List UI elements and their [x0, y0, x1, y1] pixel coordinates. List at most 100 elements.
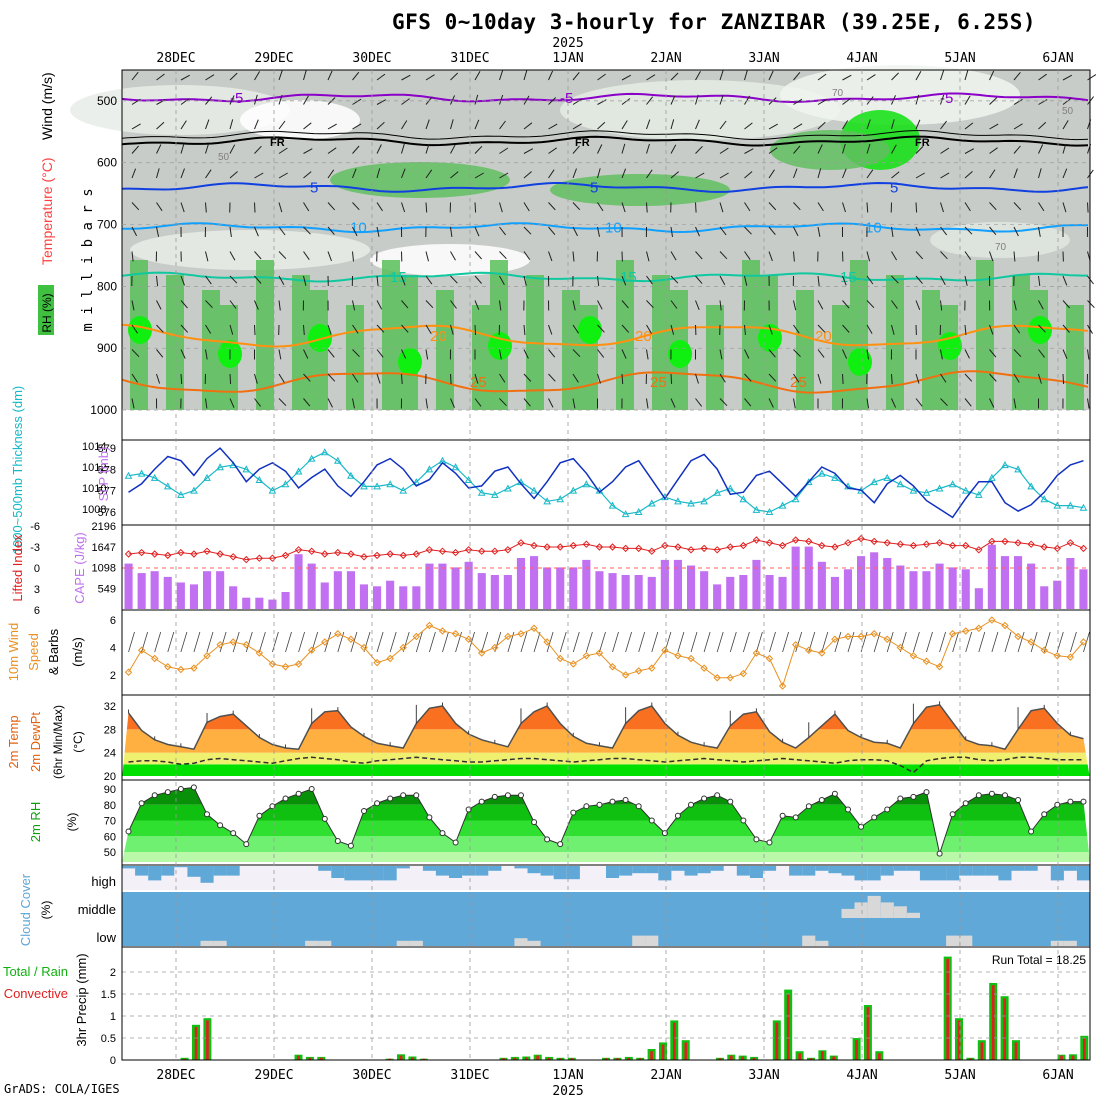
wind-barb-1-10 — [376, 99, 387, 105]
wind-barb-10-20 — [621, 324, 630, 333]
wind-barb-8-2 — [180, 275, 185, 286]
rh-point-21 — [400, 792, 407, 799]
surface-wind-barb-2 — [154, 631, 162, 653]
wind-barb-10-0 — [131, 324, 139, 334]
thickness-point-52 — [804, 478, 813, 486]
low-cloud-bar-21 — [396, 940, 410, 946]
wind-barb-10-25 — [744, 324, 746, 336]
wind-barb-3-37 — [1038, 144, 1044, 154]
wind-barb-13-27 — [793, 398, 796, 409]
wind-barb-1-30 — [866, 96, 874, 105]
wind-barb-9-19 — [597, 300, 603, 310]
cape-bar-38 — [621, 575, 630, 609]
wind-barb-2-31 — [891, 119, 895, 130]
wind-barb-2-22 — [670, 119, 675, 130]
wind-barb-10-31 — [891, 324, 895, 335]
surface-wind-barb-44 — [703, 631, 711, 653]
precip-convective-bar-64 — [855, 1040, 858, 1060]
precip-tick-2: 2 — [110, 967, 116, 979]
wind-barb-7-30 — [866, 251, 871, 262]
wind-speed-point-4 — [177, 665, 185, 674]
precip-legend-convective: Convective — [4, 986, 68, 1001]
wind-barb-13-7 — [303, 398, 311, 407]
wind-barb-10-9 — [352, 324, 359, 334]
lifted-index-point-44 — [700, 544, 708, 553]
rh-band-0 — [122, 852, 1090, 862]
rh-band-4 — [122, 787, 1090, 805]
wind-barb-3-36 — [1013, 145, 1021, 154]
cape-bar-53 — [817, 561, 826, 609]
wind-barb-3-22 — [670, 144, 677, 154]
lifted-index-point-6 — [203, 547, 211, 555]
surface-wind-barb-40 — [651, 631, 659, 653]
wind-barb-1-15 — [499, 94, 504, 105]
temp-contour-15 — [121, 271, 1088, 283]
rh-point-65 — [975, 792, 982, 799]
wind-barb-9-11 — [401, 300, 409, 309]
wind-barb-8-4 — [229, 275, 238, 284]
rh-point-71 — [1054, 801, 1061, 808]
wind-barb-0-32 — [915, 71, 922, 81]
wind-barb-8-31 — [891, 275, 899, 284]
wind-barb-4-4 — [229, 171, 238, 179]
rh-point-61 — [923, 789, 930, 796]
rh-point-7 — [217, 822, 224, 829]
rh-core-15 — [578, 316, 602, 344]
wind-barb-4-19 — [597, 168, 601, 179]
thickness-point-27 — [477, 488, 486, 496]
surface-wind-barb-4 — [180, 631, 188, 653]
wind-barb-6-6 — [278, 226, 286, 236]
wind-barb-3-26 — [768, 147, 778, 154]
surface-wind-barb-51 — [795, 631, 803, 653]
rh-point-29 — [504, 792, 511, 799]
temp-contour-label-5-0: 5 — [310, 179, 318, 196]
wind-barb-0-5 — [254, 71, 261, 81]
wind-barb-10-7 — [303, 324, 305, 336]
wind-barb-8-11 — [401, 275, 406, 286]
freezing-level-upper — [121, 130, 1089, 141]
surface-wind-barb-66 — [991, 631, 999, 653]
wind-barb-8-25 — [744, 275, 748, 286]
rh-point-6 — [204, 811, 210, 818]
lifted-index-point-27 — [478, 547, 486, 555]
rh-point-35 — [583, 803, 590, 810]
thickness-point-68 — [1014, 465, 1022, 473]
rh-core-0 — [128, 316, 152, 344]
wind-barb-12-31 — [891, 373, 893, 385]
wind-barb-5-3 — [205, 202, 207, 213]
cape-bar-15 — [320, 582, 329, 609]
rh-shade-1 — [240, 100, 360, 140]
wind-barb-5-20 — [621, 202, 626, 213]
wind-barb-13-16 — [523, 398, 531, 407]
wind-barb-0-14 — [474, 71, 481, 81]
wind-barb-11-33 — [940, 349, 943, 360]
slp-tick-1010: 1010 — [82, 483, 106, 495]
wind-speed-point-46 — [726, 674, 734, 682]
precip-convective-bar-78 — [1014, 1042, 1018, 1060]
wind-barb-4-1 — [156, 168, 160, 179]
cape-bar-28 — [490, 575, 499, 609]
wind-barb-1-17 — [548, 97, 557, 105]
wind-tick-6: 6 — [110, 615, 116, 627]
wind-barb-2-0 — [131, 123, 141, 130]
lifted-index-tick-6: 6 — [34, 605, 40, 617]
wind-barb-10-3 — [205, 324, 212, 334]
high-cloud-bar-18 — [357, 866, 371, 881]
thickness-point-58 — [883, 473, 892, 481]
thickness-point-73 — [1079, 503, 1088, 511]
thickness-point-1 — [137, 469, 146, 477]
wind-barb-11-9 — [352, 349, 360, 358]
surface-wind-barb-33 — [559, 631, 567, 653]
surface-wind-barb-68 — [1017, 631, 1025, 653]
wind-barb-13-39 — [1087, 398, 1090, 409]
lifted-index-point-69 — [1027, 540, 1035, 548]
wind-barb-13-15 — [499, 398, 507, 407]
wind-barb-10-18 — [572, 324, 580, 334]
wind-barb-5-1 — [156, 202, 163, 212]
bottom-date-3JAN: 3JAN — [748, 1068, 779, 1083]
rh-point-40 — [648, 817, 655, 824]
wind-barb-11-19 — [597, 349, 605, 358]
wind-barb-9-32 — [915, 300, 921, 310]
wind-barb-6-35 — [989, 226, 997, 236]
wind-barb-5-14 — [474, 202, 477, 213]
